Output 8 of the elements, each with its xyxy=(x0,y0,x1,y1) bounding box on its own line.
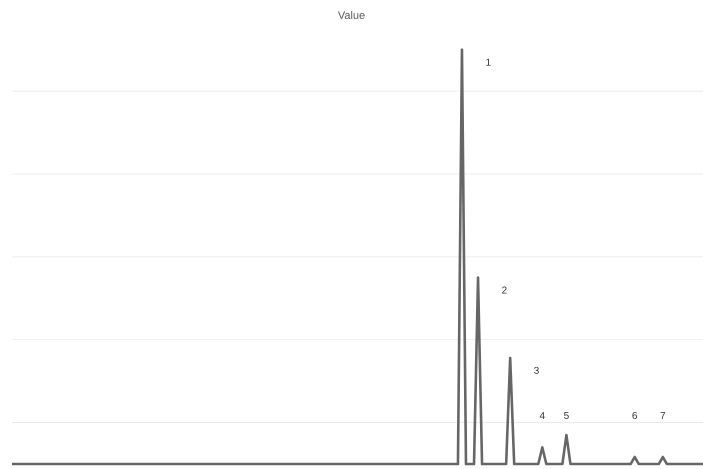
chart-title: Value xyxy=(338,10,365,20)
annotation: 7 xyxy=(660,412,666,420)
annotation: 1 xyxy=(486,58,491,66)
annotation: 2 xyxy=(502,286,507,294)
annotation: 3 xyxy=(534,366,539,374)
annotation: 5 xyxy=(564,412,569,420)
annotation: 6 xyxy=(632,412,638,420)
annotation: 4 xyxy=(540,412,545,420)
